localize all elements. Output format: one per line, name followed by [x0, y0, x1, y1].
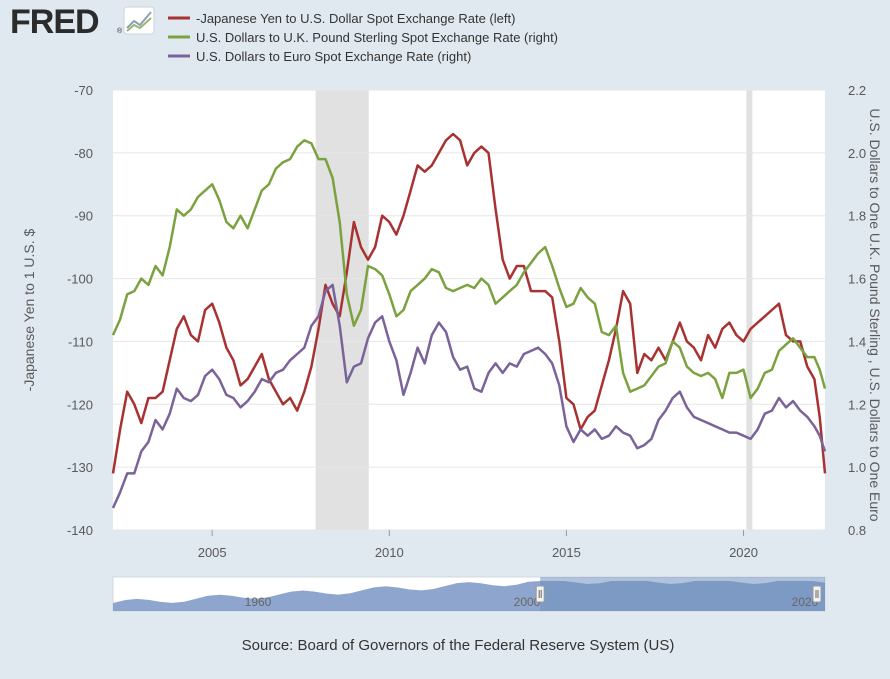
right-tick-label: 1.6 — [848, 272, 866, 287]
legend-label: U.S. Dollars to Euro Spot Exchange Rate … — [196, 49, 471, 64]
right-tick-label: 2.2 — [848, 83, 866, 98]
navigator-handle-right[interactable] — [812, 585, 822, 603]
fred-graph-icon — [123, 6, 155, 35]
left-tick-label: -120 — [67, 397, 93, 412]
x-tick-label: 2005 — [198, 545, 227, 560]
left-axis-ticks: -70 -80 -90 -100 -110 -120 -130 -140 — [67, 83, 93, 538]
left-tick-label: -110 — [68, 334, 93, 349]
logo-registered: ® — [117, 27, 123, 35]
navigator-selection[interactable] — [540, 577, 825, 611]
navigator-labels: 1960 2000 2020 — [245, 595, 819, 609]
right-tick-label: 1.8 — [848, 209, 866, 224]
gridlines — [113, 89, 825, 531]
fred-logo[interactable]: FRED ® — [10, 3, 155, 41]
handle-grip — [812, 585, 822, 603]
series-line-3[interactable] — [111, 283, 827, 509]
left-tick-label: -130 — [67, 460, 93, 475]
navigator-handle-left[interactable] — [535, 585, 545, 603]
x-tick-label: 2020 — [729, 545, 758, 560]
left-tick-label: -140 — [67, 523, 93, 538]
series-line-2[interactable] — [111, 139, 827, 400]
source-note: Source: Board of Governors of the Federa… — [242, 637, 675, 654]
right-tick-label: 1.2 — [848, 397, 866, 412]
handle-grip — [535, 585, 545, 603]
left-tick-label: -90 — [74, 209, 93, 224]
x-tick-label: 2015 — [552, 545, 581, 560]
navigator-label: 1960 — [245, 595, 272, 609]
plot-area — [113, 90, 825, 530]
x-tick-label: 2010 — [375, 545, 404, 560]
navigator-label: 2020 — [792, 595, 819, 609]
left-tick-label: -100 — [67, 272, 93, 287]
navigator[interactable]: 1960 2000 2020 — [112, 576, 826, 612]
recession-band — [746, 90, 753, 530]
legend-label: -Japanese Yen to U.S. Dollar Spot Exchan… — [196, 11, 515, 26]
logo-text: FRED — [10, 3, 99, 41]
x-axis-ticks: 2005 2010 2015 2020 — [198, 530, 758, 560]
left-axis-title: -Japanese Yen to 1 U.S. $ — [21, 228, 37, 391]
series-line-1[interactable] — [111, 132, 827, 474]
right-tick-label: 0.8 — [848, 523, 866, 538]
legend-label: U.S. Dollars to U.K. Pound Sterling Spot… — [196, 30, 558, 45]
left-tick-label: -70 — [74, 83, 93, 98]
right-tick-label: 2.0 — [848, 146, 866, 161]
legend: -Japanese Yen to U.S. Dollar Spot Exchan… — [168, 11, 558, 64]
series-lines — [111, 132, 827, 509]
right-axis-title: U.S. Dollars to One U.K. Pound Sterling … — [867, 108, 883, 521]
navigator-label: 2000 — [514, 595, 541, 609]
right-tick-label: 1.4 — [848, 334, 866, 349]
right-tick-label: 1.0 — [848, 460, 866, 475]
left-tick-label: -80 — [74, 146, 93, 161]
right-axis-ticks: 2.2 2.0 1.8 1.6 1.4 1.2 1.0 0.8 — [848, 83, 866, 538]
